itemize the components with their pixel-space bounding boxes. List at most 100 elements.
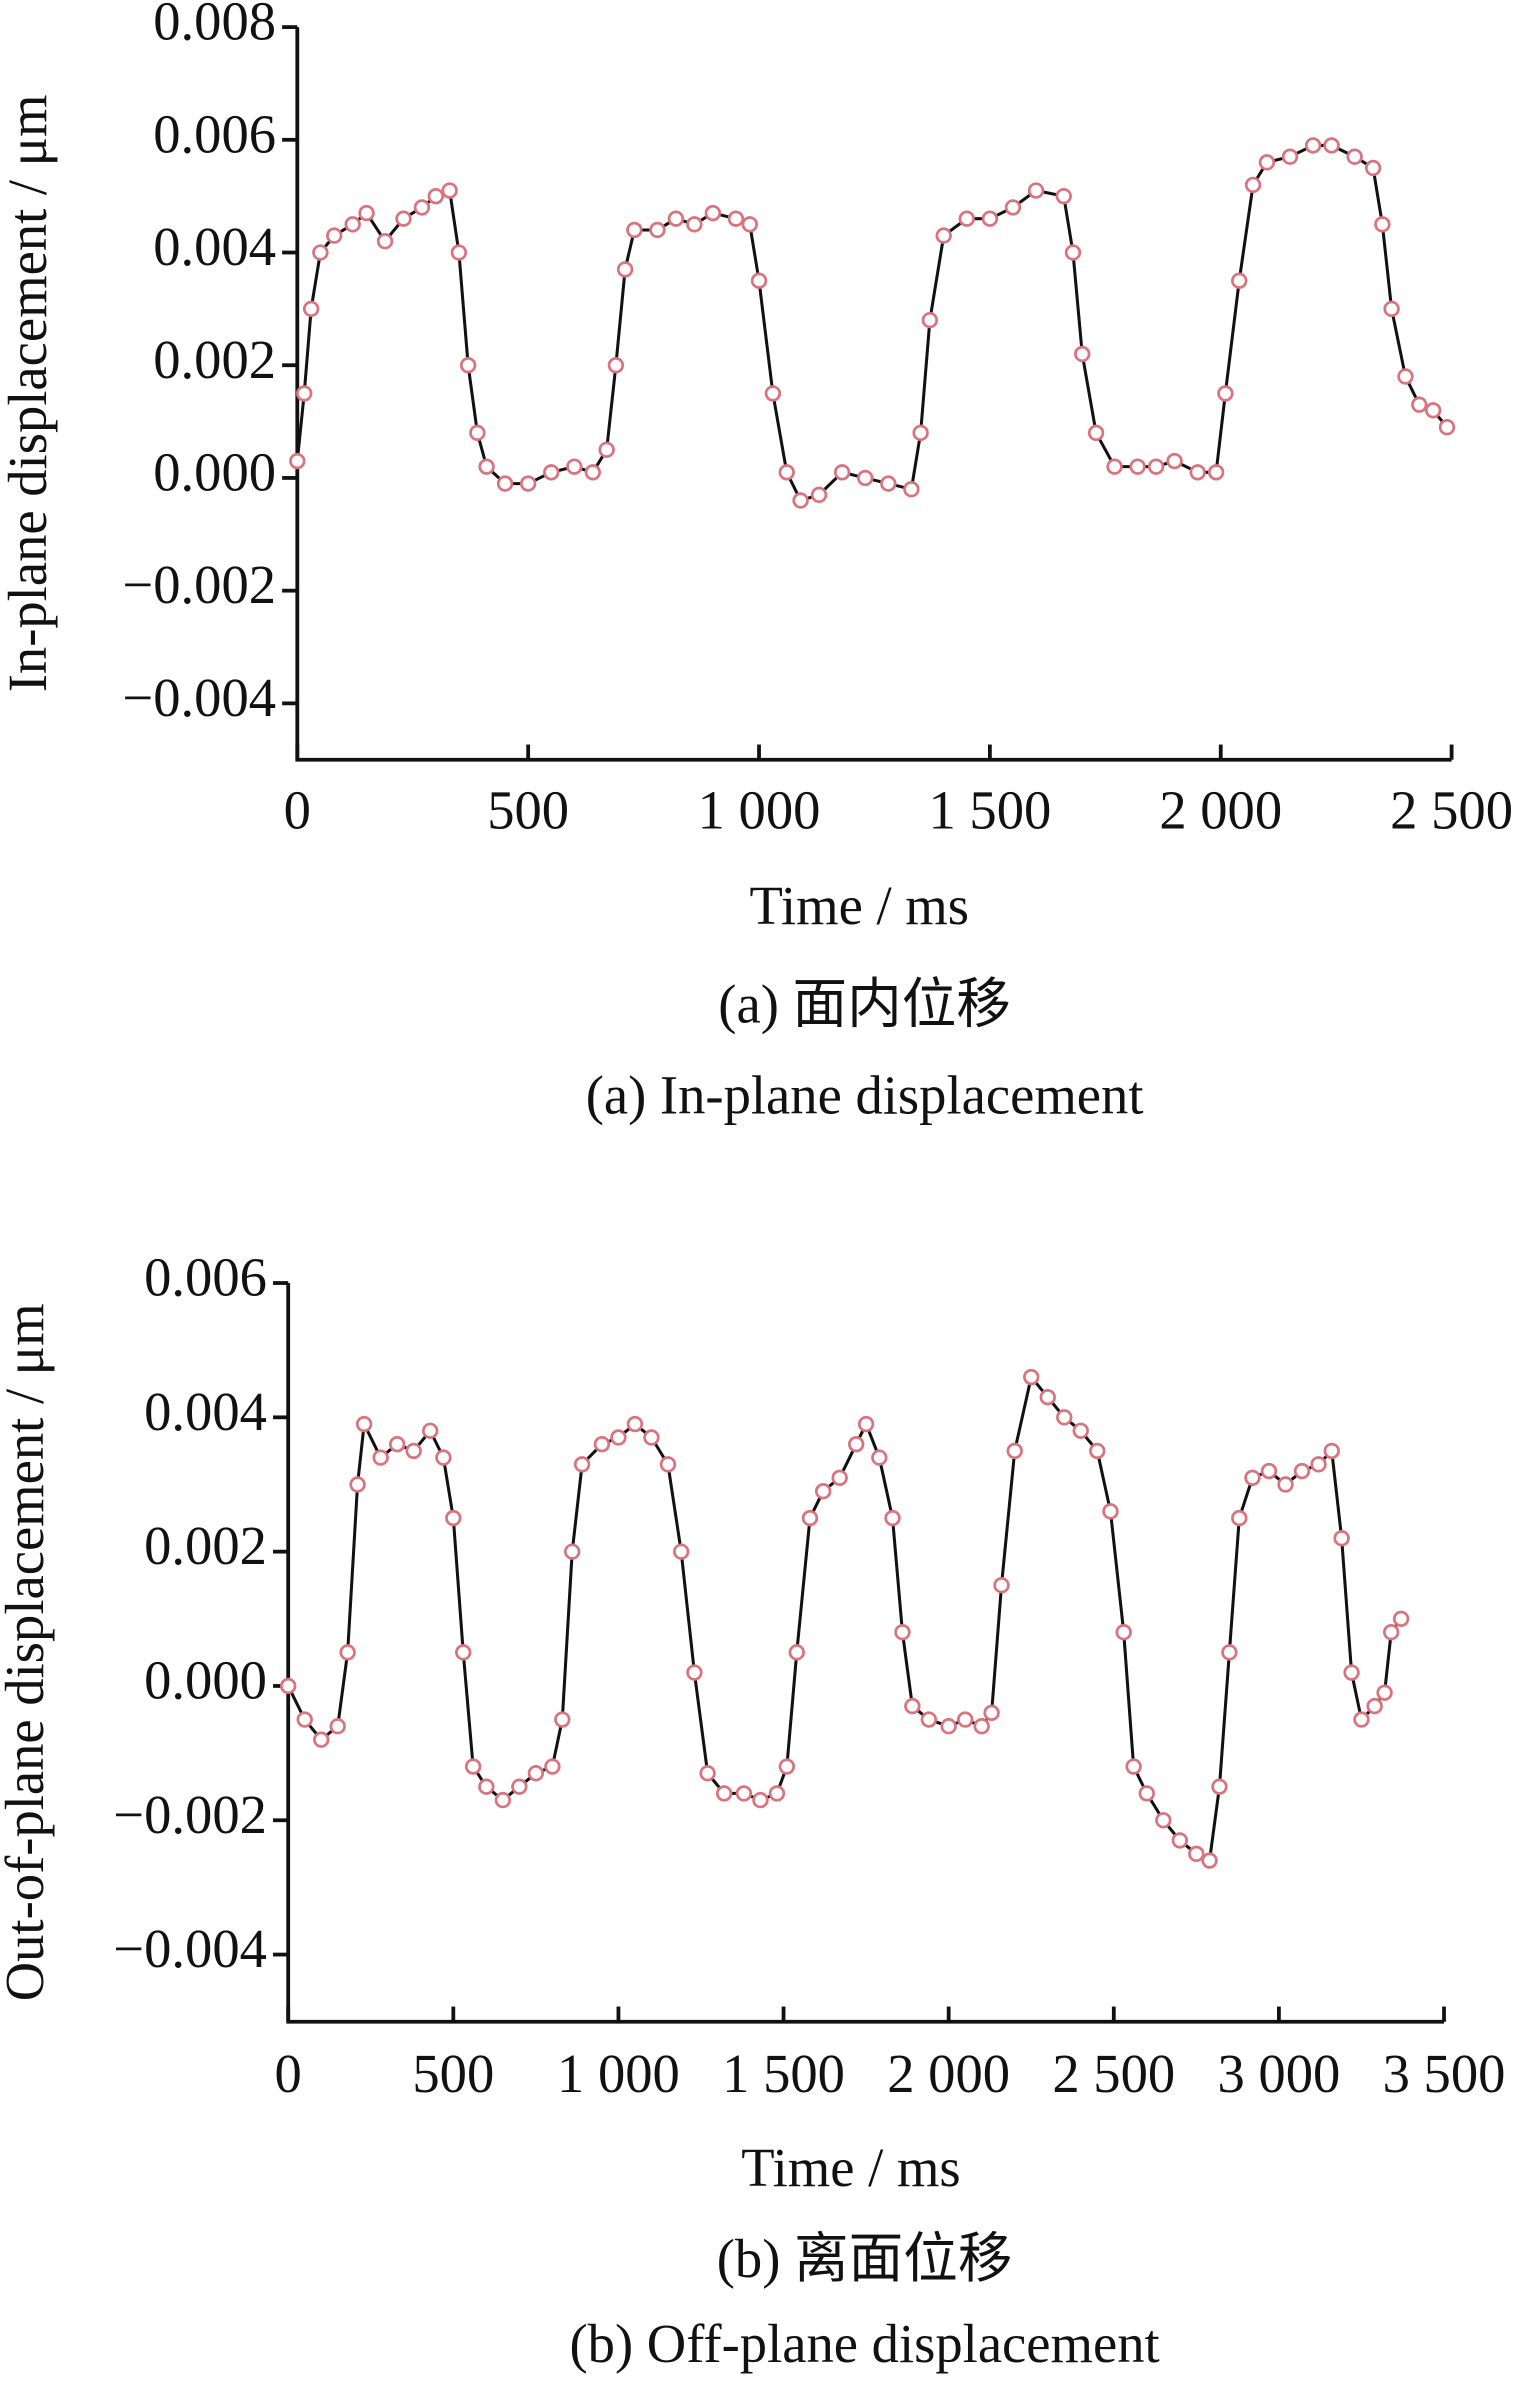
- data-point: [1353, 1711, 1370, 1728]
- data-point: [1424, 402, 1442, 419]
- data-point: [1438, 419, 1456, 436]
- data-point: [973, 1718, 990, 1735]
- y-tick-label: 0.008: [153, 0, 276, 52]
- y-tick-label: −0.002: [113, 1784, 267, 1845]
- data-point: [880, 475, 897, 492]
- data-point: [1217, 385, 1234, 402]
- data-point: [1211, 1778, 1228, 1795]
- data-point: [912, 424, 929, 442]
- data-point: [699, 1765, 716, 1782]
- data-point: [326, 227, 343, 244]
- data-point: [735, 1785, 753, 1802]
- data-point: [441, 182, 458, 199]
- axes: [295, 27, 1452, 762]
- data-point: [1383, 300, 1400, 318]
- data-point: [956, 1711, 974, 1728]
- data-point: [626, 1415, 644, 1433]
- data-point: [584, 464, 601, 481]
- data-point: [778, 464, 795, 481]
- data-point: [302, 300, 320, 318]
- data-point: [296, 385, 313, 402]
- data-point: [1281, 148, 1299, 165]
- data-point: [1231, 1509, 1248, 1527]
- y-tick-label: 0.006: [144, 1247, 267, 1308]
- data-point: [1166, 452, 1183, 470]
- data-point: [355, 1415, 373, 1433]
- data-point: [573, 1456, 591, 1473]
- data-point: [527, 1765, 545, 1782]
- y-tick-label: 0.004: [153, 216, 276, 277]
- data-point: [764, 385, 782, 402]
- data-point: [1027, 182, 1045, 199]
- x-tick-label: 0: [275, 2043, 302, 2104]
- data-point: [958, 210, 975, 227]
- data-point: [857, 469, 874, 487]
- data-point: [1411, 396, 1428, 413]
- data-point: [1258, 154, 1276, 171]
- data-point: [1277, 1476, 1294, 1493]
- caption: (a) 面内位移: [718, 974, 1011, 1035]
- data-point: [1310, 1456, 1327, 1473]
- data-point: [649, 221, 666, 239]
- data-point: [1129, 458, 1146, 475]
- data-point: [778, 1758, 796, 1775]
- data-point: [616, 261, 634, 278]
- data-point: [1323, 1442, 1340, 1460]
- data-point: [427, 187, 445, 205]
- data-point: [435, 1449, 452, 1466]
- data-point: [1366, 1697, 1383, 1715]
- data-point: [1106, 458, 1123, 475]
- caption: (b) Off-plane displacement: [569, 2313, 1159, 2374]
- data-point: [349, 1476, 366, 1493]
- data-point: [1102, 1503, 1119, 1520]
- y-axis-label: In-plane displacement / μm: [0, 95, 58, 693]
- data-point: [884, 1509, 901, 1527]
- x-tick-label: 3 000: [1217, 2043, 1340, 2104]
- y-axis-label: Out-of-plane displacement / μm: [0, 1303, 55, 2001]
- data-point: [1293, 1462, 1311, 1480]
- data-point: [801, 1509, 819, 1527]
- data-point: [339, 1644, 356, 1661]
- data-point: [1376, 1684, 1393, 1701]
- data-point: [1087, 424, 1105, 442]
- data-point: [1323, 137, 1340, 154]
- data-point: [993, 1577, 1010, 1594]
- x-tick-label: 1 000: [698, 779, 821, 840]
- data-point: [768, 1785, 786, 1802]
- data-point: [296, 1711, 313, 1728]
- data-point: [831, 1469, 848, 1486]
- data-point: [544, 1758, 561, 1775]
- data-point: [566, 458, 583, 475]
- x-axis-label: Time / ms: [741, 2137, 960, 2198]
- data-point: [344, 216, 361, 233]
- x-tick-label: 1 000: [557, 2043, 680, 2104]
- data-point: [1364, 159, 1382, 177]
- data-point: [1138, 1785, 1156, 1802]
- data-point: [643, 1429, 660, 1446]
- data-point: [358, 204, 375, 222]
- data-point: [871, 1449, 888, 1466]
- data-point: [1188, 1845, 1205, 1863]
- x-tick-label: 1 500: [928, 779, 1051, 840]
- data-point: [455, 1644, 472, 1661]
- data-point: [280, 1677, 297, 1695]
- data-point: [496, 475, 514, 492]
- data-point: [413, 199, 431, 216]
- y-tick-label: −0.002: [122, 554, 276, 615]
- data-point: [935, 227, 952, 244]
- x-tick-label: 0: [284, 779, 311, 840]
- data-point: [598, 441, 615, 458]
- data-point: [564, 1543, 581, 1560]
- data-point: [792, 492, 809, 509]
- data-line: [286, 1373, 1403, 1863]
- data-point: [1392, 1610, 1410, 1627]
- x-tick-label: 2 000: [1159, 779, 1282, 840]
- data-point: [1171, 1832, 1189, 1849]
- data-point: [894, 1624, 911, 1641]
- data-point: [686, 216, 703, 233]
- data-point: [376, 233, 394, 250]
- data-point: [903, 481, 920, 498]
- x-tick-label: 1 500: [722, 2043, 845, 2104]
- data-point: [372, 1449, 389, 1466]
